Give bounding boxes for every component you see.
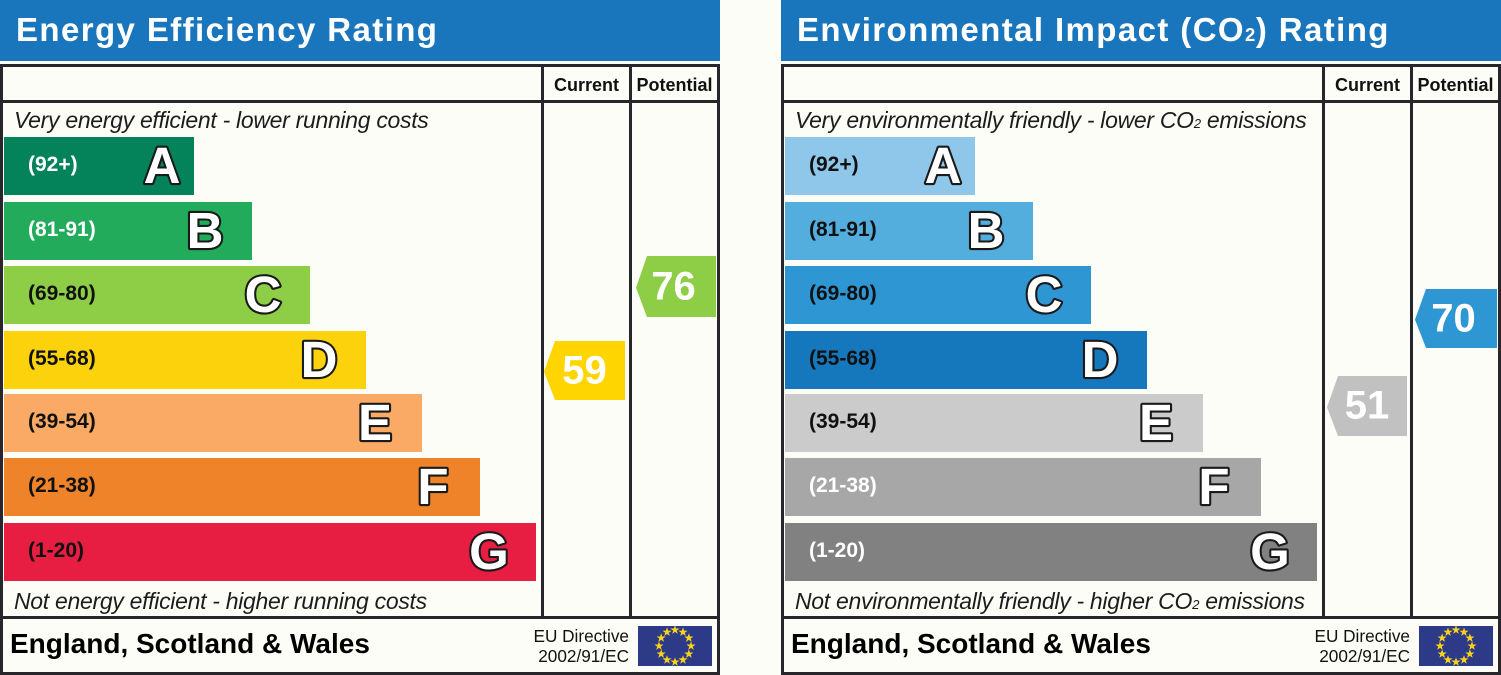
svg-text:D: D <box>1082 335 1119 387</box>
svg-text:E: E <box>358 398 392 450</box>
svg-text:C: C <box>1026 270 1063 322</box>
svg-text:E: E <box>1139 398 1173 450</box>
svg-text:G: G <box>1250 527 1290 579</box>
svg-text:A: A <box>925 141 962 193</box>
svg-text:C: C <box>245 270 282 322</box>
svg-text:B: B <box>968 206 1005 258</box>
svg-text:B: B <box>187 206 224 258</box>
svg-text:F: F <box>1198 462 1229 514</box>
svg-text:G: G <box>469 527 509 579</box>
svg-text:D: D <box>301 335 338 387</box>
svg-text:F: F <box>417 462 448 514</box>
svg-text:A: A <box>144 141 181 193</box>
